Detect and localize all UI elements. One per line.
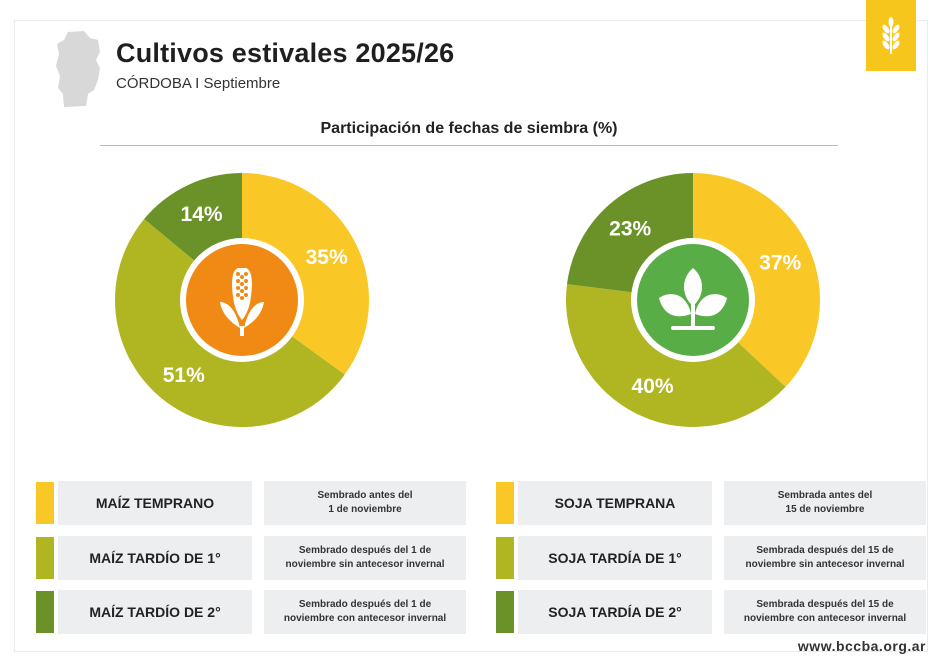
legend-label: MAÍZ TARDÍO DE 2°: [58, 590, 252, 634]
legend-description: Sembrado después del 1 de noviembre con …: [264, 590, 466, 634]
legend-swatch: [496, 591, 514, 633]
sprout-icon: [659, 268, 727, 330]
legend-description: Sembrada antes del 15 de noviembre: [724, 481, 926, 525]
maiz-slice-label-temprano: 35%: [306, 246, 348, 269]
maiz-slice-temprano: [242, 173, 369, 375]
legend-swatch: [36, 591, 54, 633]
legend-label: MAÍZ TEMPRANO: [58, 481, 252, 525]
page-title: Cultivos estivales 2025/26: [116, 38, 455, 68]
soja-slice-temprano: [693, 173, 820, 387]
soja-pie-svg: 37% 40% 23%: [566, 173, 820, 427]
maiz-pie-chart: 35% 51% 14%: [112, 170, 372, 430]
soja-slice-label-tardio-2: 23%: [609, 218, 651, 241]
legend-swatch: [36, 537, 54, 579]
footer-url: www.bccba.org.ar: [797, 638, 926, 654]
section-title: Participación de fechas de siembra (%): [320, 120, 618, 137]
soja-slice-label-tardio-1: 40%: [632, 375, 674, 398]
legend-label: MAÍZ TARDÍO DE 1°: [58, 536, 252, 580]
legend-description: Sembrada después del 15 de noviembre con…: [724, 590, 926, 634]
legend-row-soja-tardia-2: SOJA TARDÍA DE 2° Sembrada después del 1…: [496, 590, 926, 634]
legend-row-maiz-tardio-2: MAÍZ TARDÍO DE 2° Sembrado después del 1…: [36, 590, 466, 634]
section-divider: [100, 145, 838, 146]
wheat-badge: [866, 0, 916, 71]
legend-swatch: [496, 537, 514, 579]
soja-pie-chart: 37% 40% 23%: [563, 170, 823, 430]
legend-label: SOJA TARDÍA DE 2°: [518, 590, 712, 634]
maiz-slice-label-tardio-2: 14%: [181, 203, 223, 226]
legend-row-soja-temprana: SOJA TEMPRANA Sembrada antes del 15 de n…: [496, 481, 926, 525]
legend-description: Sembrado antes del 1 de noviembre: [264, 481, 466, 525]
legend-description: Sembrada después del 15 de noviembre sin…: [724, 536, 926, 580]
soja-slice-label-temprano: 37%: [759, 251, 801, 274]
corn-icon: [220, 268, 264, 336]
legend-label: SOJA TEMPRANA: [518, 481, 712, 525]
page-subtitle: CÓRDOBA I Septiembre: [116, 75, 281, 92]
legend-row-soja-tardia-1: SOJA TARDÍA DE 1° Sembrada después del 1…: [496, 536, 926, 580]
legend-description: Sembrado después del 1 de noviembre sin …: [264, 536, 466, 580]
legend-row-maiz-temprano: MAÍZ TEMPRANO Sembrado antes del 1 de no…: [36, 481, 466, 525]
legend-label: SOJA TARDÍA DE 1°: [518, 536, 712, 580]
legend-row-maiz-tardio-1: MAÍZ TARDÍO DE 1° Sembrado después del 1…: [36, 536, 466, 580]
legend-swatch: [496, 482, 514, 524]
wheat-icon: [882, 16, 900, 54]
maiz-pie-svg: 35% 51% 14%: [114, 173, 369, 428]
legend-swatch: [36, 482, 54, 524]
maiz-slice-label-tardio-1: 51%: [163, 364, 205, 387]
cordoba-map-icon: [56, 31, 100, 107]
